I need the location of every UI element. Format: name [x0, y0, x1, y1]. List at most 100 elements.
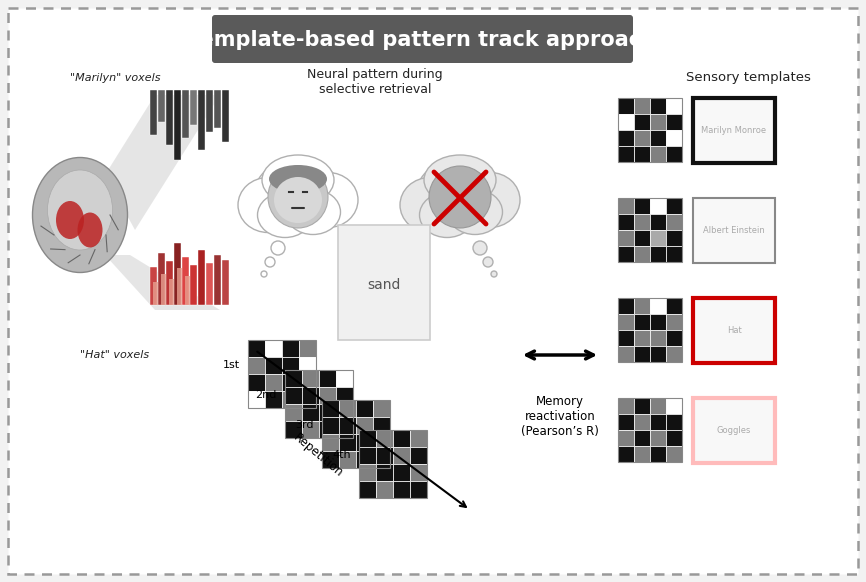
- Text: "Hat" voxels: "Hat" voxels: [81, 350, 150, 360]
- Bar: [356, 417, 373, 434]
- Bar: [666, 246, 682, 262]
- Bar: [634, 98, 650, 114]
- Bar: [618, 398, 634, 414]
- Text: sand: sand: [367, 278, 401, 292]
- Bar: [666, 430, 682, 446]
- Bar: [650, 298, 666, 314]
- Bar: [319, 421, 336, 438]
- Bar: [299, 340, 316, 357]
- Bar: [666, 398, 682, 414]
- Circle shape: [265, 257, 275, 267]
- Bar: [618, 198, 634, 214]
- Bar: [666, 146, 682, 162]
- Bar: [634, 198, 650, 214]
- Bar: [198, 90, 205, 150]
- Ellipse shape: [274, 177, 322, 223]
- Bar: [693, 98, 775, 163]
- Bar: [634, 346, 650, 362]
- Ellipse shape: [238, 178, 298, 232]
- Bar: [265, 340, 282, 357]
- Bar: [248, 357, 265, 374]
- Bar: [339, 417, 356, 434]
- Bar: [319, 370, 336, 387]
- Bar: [393, 481, 410, 498]
- Bar: [248, 340, 316, 408]
- Bar: [634, 330, 650, 346]
- Bar: [336, 421, 353, 438]
- Bar: [322, 400, 339, 417]
- Text: Albert Einstein: Albert Einstein: [703, 226, 765, 235]
- Bar: [634, 214, 650, 230]
- Bar: [666, 414, 682, 430]
- Bar: [666, 198, 682, 214]
- Bar: [618, 146, 634, 162]
- Bar: [666, 214, 682, 230]
- Bar: [248, 391, 265, 408]
- Circle shape: [261, 271, 267, 277]
- Text: 4th: 4th: [333, 450, 351, 460]
- Bar: [182, 90, 189, 138]
- Bar: [650, 198, 666, 214]
- Bar: [319, 387, 336, 404]
- Bar: [285, 404, 302, 421]
- Ellipse shape: [254, 159, 342, 231]
- Bar: [299, 391, 316, 408]
- Bar: [299, 357, 316, 374]
- Bar: [282, 357, 299, 374]
- Text: Goggles: Goggles: [717, 426, 751, 435]
- Text: Repetition: Repetition: [291, 431, 346, 480]
- Bar: [618, 346, 634, 362]
- Bar: [214, 255, 221, 305]
- Bar: [282, 391, 299, 408]
- Bar: [150, 267, 157, 305]
- Bar: [282, 340, 299, 357]
- Bar: [693, 298, 775, 363]
- Bar: [265, 374, 282, 391]
- Bar: [373, 434, 390, 451]
- Bar: [322, 400, 390, 468]
- Bar: [282, 374, 299, 391]
- Bar: [618, 198, 682, 262]
- FancyBboxPatch shape: [338, 225, 430, 340]
- Text: "Marilyn" voxels: "Marilyn" voxels: [70, 73, 160, 83]
- Bar: [666, 446, 682, 462]
- Bar: [693, 198, 775, 263]
- Bar: [339, 434, 356, 451]
- Bar: [618, 298, 682, 362]
- Bar: [206, 263, 213, 305]
- Bar: [302, 421, 319, 438]
- Bar: [650, 330, 666, 346]
- Bar: [336, 404, 353, 421]
- Bar: [206, 90, 213, 132]
- Bar: [319, 404, 336, 421]
- Ellipse shape: [77, 212, 102, 247]
- Bar: [222, 90, 229, 142]
- Bar: [265, 357, 282, 374]
- Text: Template-based pattern track approach: Template-based pattern track approach: [188, 30, 656, 50]
- Ellipse shape: [460, 172, 520, 228]
- Bar: [634, 146, 650, 162]
- Bar: [190, 265, 197, 305]
- Bar: [618, 398, 682, 462]
- Bar: [248, 374, 265, 391]
- Polygon shape: [105, 255, 220, 310]
- Bar: [618, 230, 634, 246]
- Bar: [177, 268, 182, 305]
- Bar: [376, 447, 393, 464]
- Bar: [693, 398, 775, 463]
- Bar: [198, 250, 205, 305]
- Bar: [650, 346, 666, 362]
- Bar: [618, 98, 634, 114]
- Bar: [393, 447, 410, 464]
- Bar: [618, 414, 634, 430]
- Bar: [285, 370, 302, 387]
- Bar: [618, 214, 634, 230]
- Bar: [666, 330, 682, 346]
- Bar: [618, 98, 682, 162]
- Bar: [182, 257, 189, 305]
- Bar: [410, 447, 427, 464]
- Bar: [185, 276, 190, 305]
- Bar: [161, 274, 166, 305]
- Bar: [618, 246, 634, 262]
- Bar: [174, 90, 181, 160]
